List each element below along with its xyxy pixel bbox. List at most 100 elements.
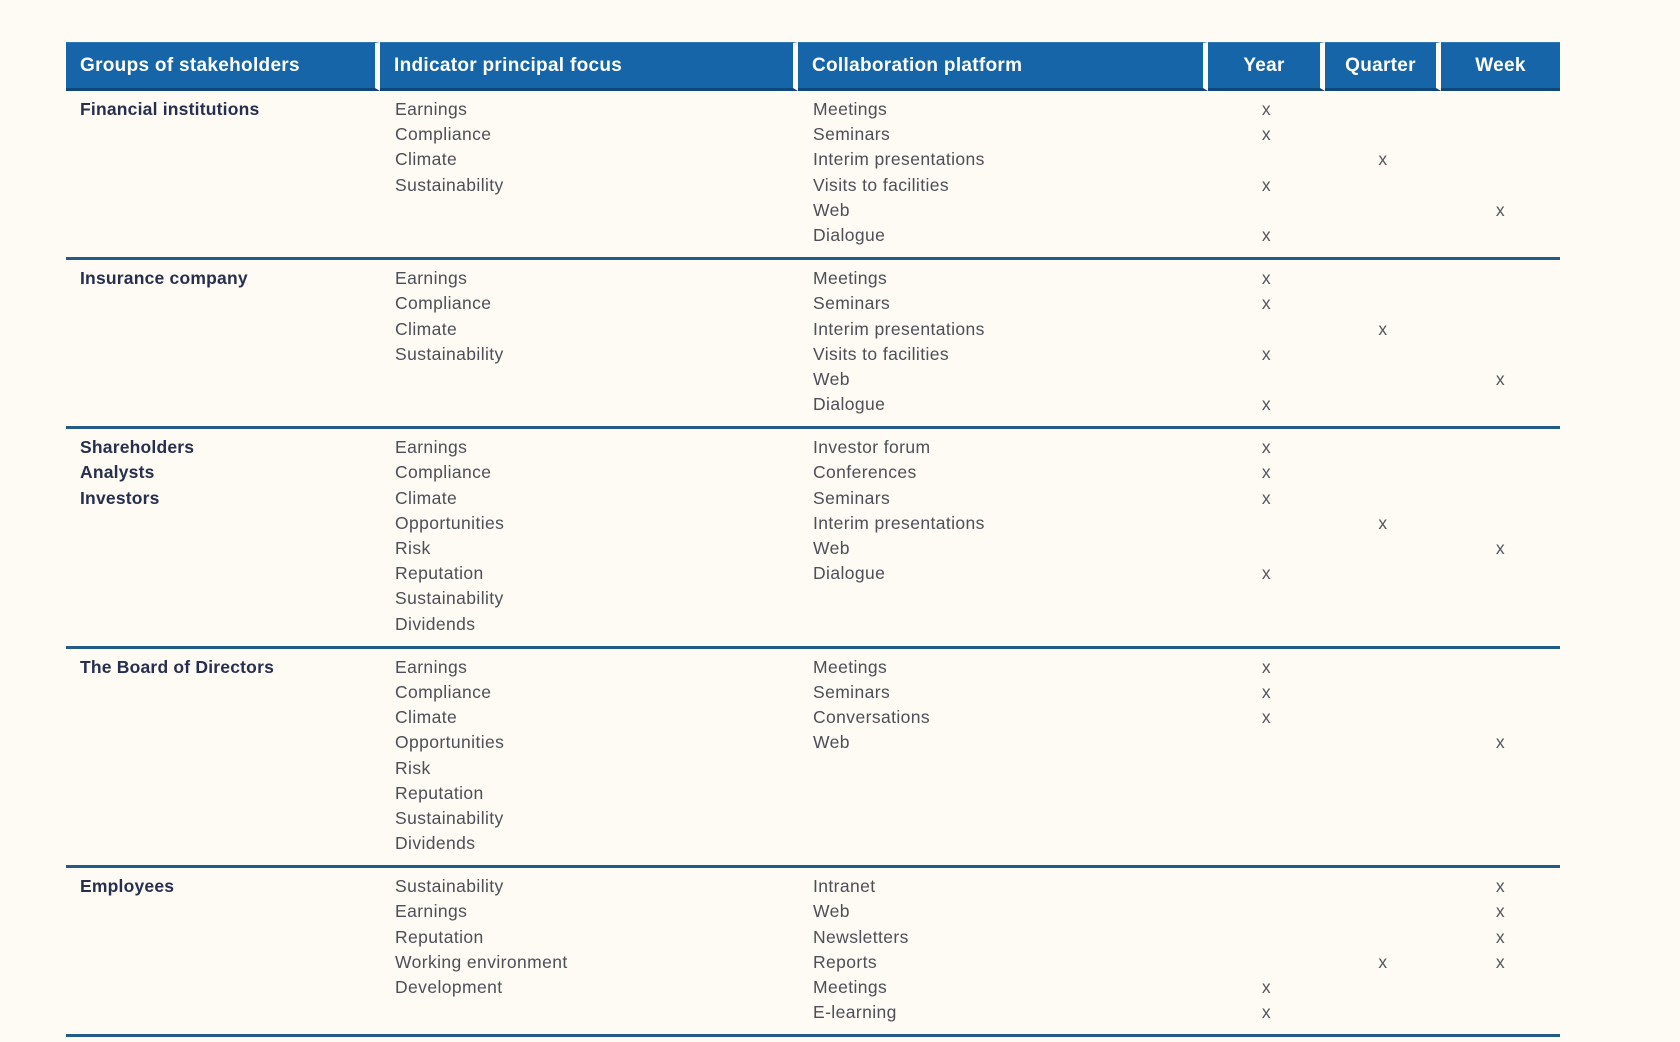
platform-cell: Interim presentations <box>813 149 985 170</box>
group-cell: Shareholders <box>80 437 195 458</box>
indicator-cell: Climate <box>395 318 458 339</box>
year-mark-cell <box>1208 147 1325 172</box>
quarter-mark-cell <box>1325 266 1441 291</box>
platform-cell: Reports <box>813 951 878 972</box>
year-mark-cell: x <box>1261 707 1272 728</box>
platform-cell: Seminars <box>813 487 891 508</box>
table-row: Dialogue x <box>66 392 1560 417</box>
group-cell <box>66 317 380 342</box>
table-row: Development Meetings x <box>66 975 1560 1000</box>
table-row: Earnings Web x <box>66 899 1560 924</box>
quarter-mark-cell <box>1325 291 1441 316</box>
platform-cell: Investor forum <box>813 437 931 458</box>
week-mark-cell: x <box>1495 876 1506 897</box>
quarter-mark-cell <box>1325 223 1441 248</box>
year-mark-cell: x <box>1261 656 1272 677</box>
group-cell <box>66 950 380 975</box>
week-mark-cell: x <box>1495 951 1506 972</box>
week-mark-cell <box>1441 97 1560 122</box>
table-row: Opportunities Web x <box>66 730 1560 755</box>
stakeholder-section: Employees Sustainability Intranet x Earn… <box>66 865 1560 1034</box>
platform-cell: Meetings <box>813 656 888 677</box>
quarter-mark-cell <box>1325 536 1441 561</box>
quarter-mark-cell <box>1325 97 1441 122</box>
group-cell: Analysts <box>80 462 155 483</box>
table-row: Risk Web x <box>66 536 1560 561</box>
table-row: Sustainability <box>66 806 1560 831</box>
indicator-cell <box>380 392 798 417</box>
table-row: Working environment Reports x x <box>66 950 1560 975</box>
table-row: Investors Climate Seminars x <box>66 486 1560 511</box>
platform-cell: Seminars <box>813 293 891 314</box>
indicator-cell: Climate <box>395 707 458 728</box>
indicator-cell: Reputation <box>395 563 484 584</box>
table-row: Web x <box>66 198 1560 223</box>
group-cell <box>66 342 380 367</box>
group-cell <box>66 975 380 1000</box>
year-mark-cell <box>1208 950 1325 975</box>
platform-cell: Seminars <box>813 681 891 702</box>
group-cell: Investors <box>80 487 160 508</box>
stakeholder-collaboration-table: Groups of stakeholders Indicator princip… <box>66 42 1560 1042</box>
indicator-cell: Reputation <box>395 782 484 803</box>
quarter-mark-cell: x <box>1378 512 1388 533</box>
group-cell <box>66 680 380 705</box>
table-row: Climate Interim presentations x <box>66 147 1560 172</box>
group-cell <box>66 561 380 586</box>
stakeholder-section: Financial institutions Earnings Meetings… <box>66 91 1560 257</box>
indicator-cell: Compliance <box>395 681 492 702</box>
indicator-cell: Reputation <box>395 926 484 947</box>
week-mark-cell <box>1441 460 1560 485</box>
indicator-cell: Compliance <box>395 462 492 483</box>
table-row: Compliance Seminars x <box>66 291 1560 316</box>
indicator-cell <box>380 198 798 223</box>
platform-cell: Web <box>813 199 850 220</box>
table-row: Shareholders Earnings Investor forum x <box>66 435 1560 460</box>
indicator-cell: Compliance <box>395 124 492 145</box>
year-mark-cell: x <box>1261 563 1272 584</box>
year-mark-cell <box>1208 831 1325 856</box>
indicator-cell: Opportunities <box>395 512 505 533</box>
year-mark-cell: x <box>1261 437 1272 458</box>
group-cell <box>66 705 380 730</box>
year-mark-cell: x <box>1261 268 1272 289</box>
table-row: Reputation Dialogue x <box>66 561 1560 586</box>
indicator-cell: Earnings <box>395 437 468 458</box>
week-mark-cell <box>1441 561 1560 586</box>
quarter-mark-cell <box>1325 1000 1441 1025</box>
group-cell <box>66 223 380 248</box>
quarter-mark-cell <box>1325 730 1441 755</box>
table-row: Compliance Seminars x <box>66 680 1560 705</box>
week-mark-cell <box>1441 122 1560 147</box>
table-row: Insurance company Earnings Meetings x <box>66 266 1560 291</box>
platform-cell: Interim presentations <box>813 512 985 533</box>
year-mark-cell <box>1208 925 1325 950</box>
year-mark-cell <box>1208 730 1325 755</box>
table-row: Analysts Compliance Conferences x <box>66 460 1560 485</box>
indicator-cell: Working environment <box>395 951 568 972</box>
table-row: Financial institutions Earnings Meetings… <box>66 97 1560 122</box>
year-mark-cell <box>1208 874 1325 899</box>
quarter-mark-cell <box>1325 781 1441 806</box>
week-mark-cell <box>1441 266 1560 291</box>
year-mark-cell <box>1208 781 1325 806</box>
indicator-cell: Sustainability <box>395 343 504 364</box>
group-cell: Financial institutions <box>80 99 260 119</box>
quarter-mark-cell <box>1325 435 1441 460</box>
indicator-cell: Dividends <box>395 833 476 854</box>
table-header-row: Groups of stakeholders Indicator princip… <box>66 42 1560 91</box>
indicator-cell: Sustainability <box>395 588 504 609</box>
year-mark-cell: x <box>1261 343 1272 364</box>
week-mark-cell <box>1441 511 1560 536</box>
table-row: Dividends <box>66 612 1560 637</box>
year-mark-cell <box>1208 806 1325 831</box>
quarter-mark-cell <box>1325 122 1441 147</box>
group-cell <box>66 1000 380 1025</box>
quarter-mark-cell <box>1325 831 1441 856</box>
group-cell <box>66 806 380 831</box>
indicator-cell: Sustainability <box>395 807 504 828</box>
week-mark-cell: x <box>1495 926 1506 947</box>
table-row: Dialogue x <box>66 223 1560 248</box>
platform-cell: Dialogue <box>813 394 886 415</box>
week-mark-cell <box>1441 781 1560 806</box>
